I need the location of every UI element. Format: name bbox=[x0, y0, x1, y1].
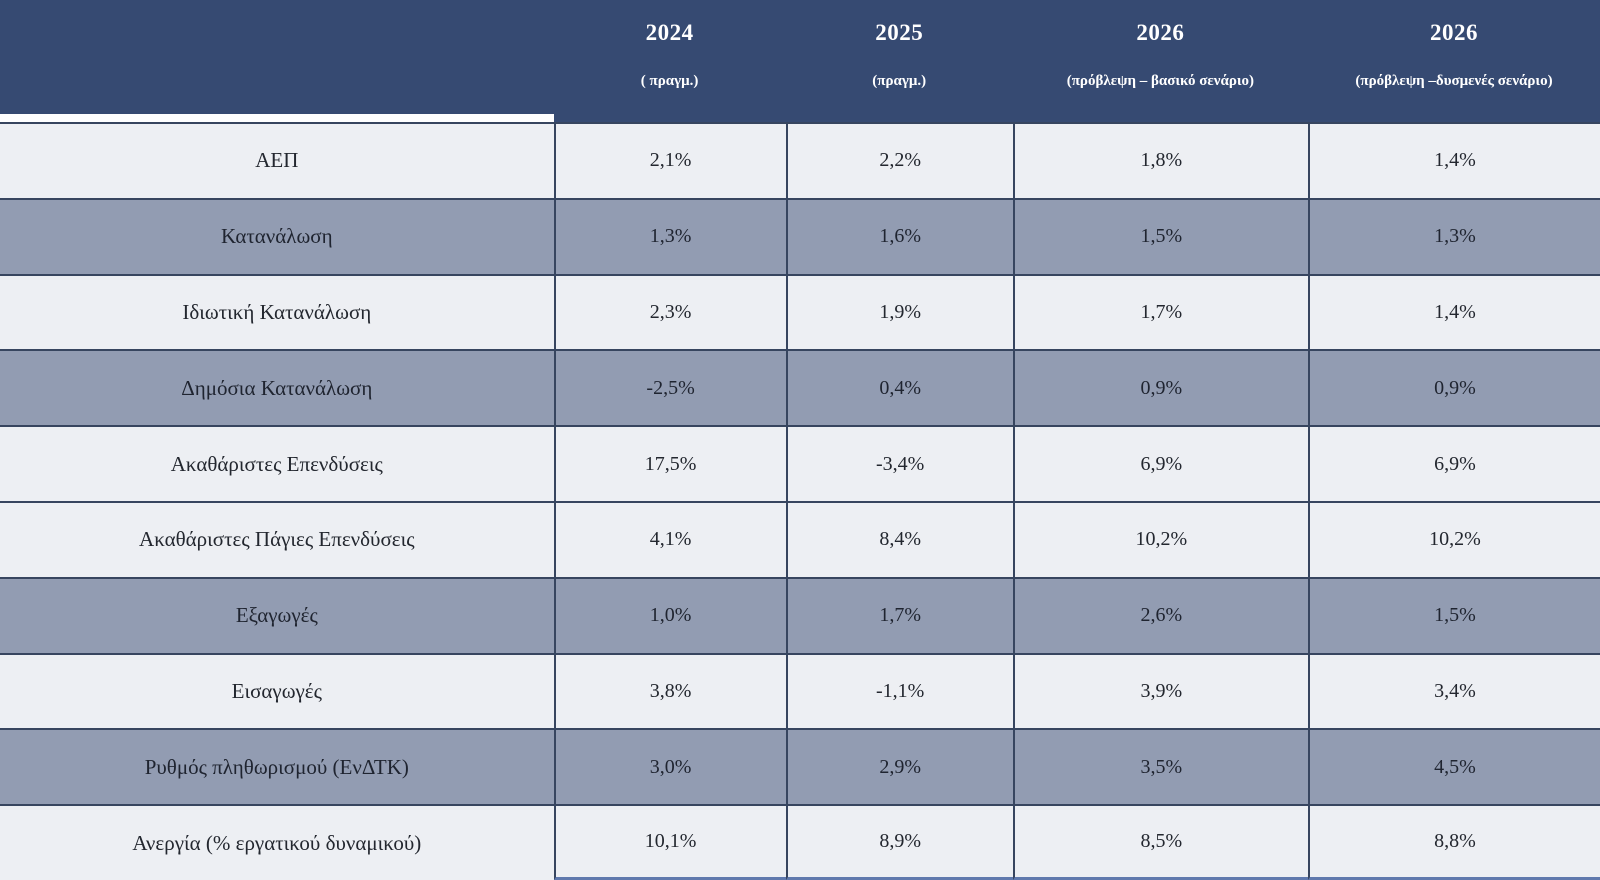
table-row: Ανεργία (% εργατικού δυναμικού) 10,1% 8,… bbox=[0, 804, 1600, 880]
column-header-2026-baseline: 2026 (πρόβλεψη – βασικό σενάριο) bbox=[1012, 0, 1308, 122]
value-cell: 3,5% bbox=[1012, 728, 1308, 805]
value-cell: 0,9% bbox=[1307, 349, 1600, 426]
value-cell: 6,9% bbox=[1307, 425, 1600, 501]
value-cell: 4,5% bbox=[1307, 728, 1600, 805]
value-cell: 1,7% bbox=[785, 576, 1013, 653]
value-cell: 1,4% bbox=[1307, 122, 1600, 198]
table-row: ΑΕΠ 2,1% 2,2% 1,8% 1,4% bbox=[0, 122, 1600, 198]
value-cell: 1,3% bbox=[553, 197, 786, 274]
row-label: Εισαγωγές bbox=[0, 652, 554, 729]
value-cell: -3,4% bbox=[785, 425, 1013, 501]
row-label: Ιδιωτική Κατανάλωση bbox=[0, 273, 554, 350]
value-cell: 1,7% bbox=[1012, 273, 1308, 350]
value-cell: 6,9% bbox=[1012, 425, 1308, 501]
value-cell: 3,9% bbox=[1012, 652, 1308, 729]
value-cell: 10,2% bbox=[1012, 500, 1308, 577]
column-header-2026-adverse: 2026 (πρόβλεψη –δυσμενές σενάριο) bbox=[1307, 0, 1600, 122]
column-year: 2026 bbox=[1429, 20, 1478, 45]
value-cell: 8,5% bbox=[1012, 804, 1308, 880]
table-row: Ακαθάριστες Πάγιες Επενδύσεις 4,1% 8,4% … bbox=[0, 500, 1600, 577]
value-cell: 1,8% bbox=[1012, 122, 1308, 198]
value-cell: 1,5% bbox=[1307, 576, 1600, 653]
row-label: Ανεργία (% εργατικού δυναμικού) bbox=[0, 804, 554, 880]
column-year: 2026 bbox=[1136, 20, 1185, 45]
column-note: ( πραγμ.) bbox=[640, 73, 699, 89]
value-cell: 4,1% bbox=[553, 500, 786, 577]
header-row: 2024 ( πραγμ.) 2025 (πραγμ.) 2026 (πρόβλ… bbox=[0, 0, 1600, 122]
table-row: Εξαγωγές 1,0% 1,7% 2,6% 1,5% bbox=[0, 576, 1600, 653]
value-cell: 8,8% bbox=[1307, 804, 1600, 880]
value-cell: 8,9% bbox=[785, 804, 1013, 880]
value-cell: -2,5% bbox=[553, 349, 786, 426]
value-cell: 2,2% bbox=[785, 122, 1013, 198]
row-label: Κατανάλωση bbox=[0, 197, 554, 274]
row-label: Ακαθάριστες Επενδύσεις bbox=[0, 425, 554, 501]
value-cell: 8,4% bbox=[785, 500, 1013, 577]
value-cell: 1,6% bbox=[785, 197, 1013, 274]
value-cell: 10,2% bbox=[1307, 500, 1600, 577]
value-cell: 1,9% bbox=[785, 273, 1013, 350]
column-header-2024-actual: 2024 ( πραγμ.) bbox=[553, 0, 786, 122]
column-note: (πραγμ.) bbox=[872, 73, 927, 89]
table-row: Ακαθάριστες Επενδύσεις 17,5% -3,4% 6,9% … bbox=[0, 425, 1600, 501]
value-cell: 2,6% bbox=[1012, 576, 1308, 653]
value-cell: 1,5% bbox=[1012, 197, 1308, 274]
column-year: 2024 bbox=[645, 20, 694, 45]
table-row: Κατανάλωση 1,3% 1,6% 1,5% 1,3% bbox=[0, 197, 1600, 274]
value-cell: 17,5% bbox=[553, 425, 786, 501]
column-year: 2025 bbox=[875, 20, 924, 45]
value-cell: 2,1% bbox=[553, 122, 786, 198]
value-cell: 3,8% bbox=[553, 652, 786, 729]
value-cell: 0,9% bbox=[1012, 349, 1308, 426]
value-cell: 10,1% bbox=[553, 804, 786, 880]
row-label: Εξαγωγές bbox=[0, 576, 554, 653]
column-note: (πρόβλεψη –δυσμενές σενάριο) bbox=[1355, 73, 1553, 89]
value-cell: 2,3% bbox=[553, 273, 786, 350]
value-cell: 1,3% bbox=[1307, 197, 1600, 274]
table-row: Δημόσια Κατανάλωση -2,5% 0,4% 0,9% 0,9% bbox=[0, 349, 1600, 426]
table-row: Ρυθμός πληθωρισμού (ΕνΔΤΚ) 3,0% 2,9% 3,5… bbox=[0, 728, 1600, 805]
row-label: ΑΕΠ bbox=[0, 122, 554, 198]
value-cell: 2,9% bbox=[785, 728, 1013, 805]
value-cell: 1,4% bbox=[1307, 273, 1600, 350]
column-note: (πρόβλεψη – βασικό σενάριο) bbox=[1066, 73, 1255, 89]
column-header-empty bbox=[0, 0, 554, 122]
table-row: Εισαγωγές 3,8% -1,1% 3,9% 3,4% bbox=[0, 652, 1600, 729]
row-label: Ρυθμός πληθωρισμού (ΕνΔΤΚ) bbox=[0, 728, 554, 805]
row-label: Δημόσια Κατανάλωση bbox=[0, 349, 554, 426]
column-header-2025-actual: 2025 (πραγμ.) bbox=[785, 0, 1013, 122]
value-cell: 3,4% bbox=[1307, 652, 1600, 729]
table-row: Ιδιωτική Κατανάλωση 2,3% 1,9% 1,7% 1,4% bbox=[0, 273, 1600, 350]
value-cell: 0,4% bbox=[785, 349, 1013, 426]
row-label: Ακαθάριστες Πάγιες Επενδύσεις bbox=[0, 500, 554, 577]
value-cell: 3,0% bbox=[553, 728, 786, 805]
value-cell: 1,0% bbox=[553, 576, 786, 653]
value-cell: -1,1% bbox=[785, 652, 1013, 729]
